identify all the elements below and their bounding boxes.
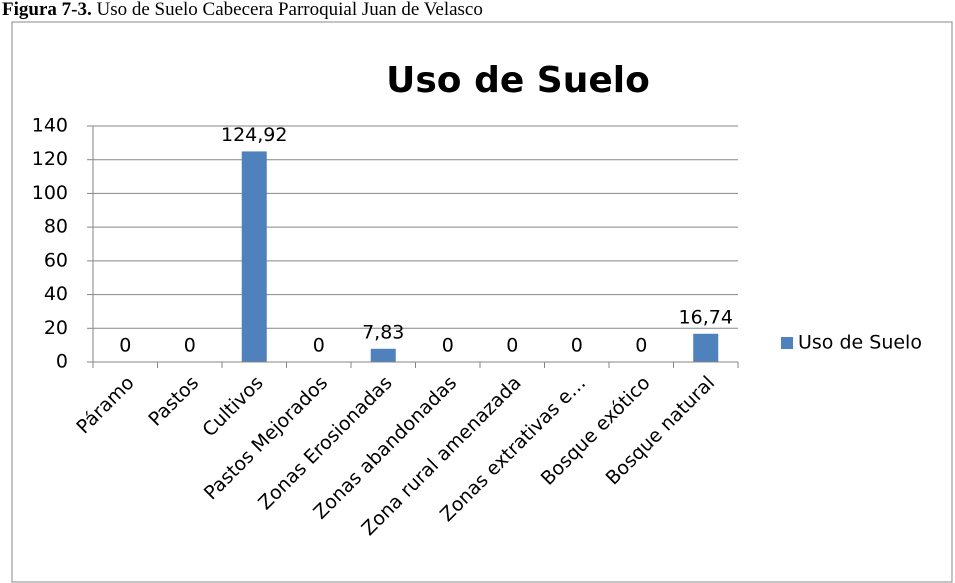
y-tick-label: 140 [32, 115, 68, 137]
x-tick-label: Pastos [144, 372, 203, 431]
y-tick-label: 40 [44, 283, 68, 305]
chart-frame [11, 21, 953, 583]
data-label: 7,83 [362, 321, 404, 343]
data-label: 0 [313, 335, 325, 357]
y-tick-label: 120 [32, 148, 68, 170]
bar [370, 348, 396, 362]
data-label: 0 [184, 335, 196, 357]
data-label: 0 [506, 335, 518, 357]
data-label: 0 [635, 335, 647, 357]
data-label: 16,74 [679, 306, 733, 328]
legend-label: Uso de Suelo [798, 332, 922, 354]
caption-label: Figura 7-3. [2, 0, 92, 20]
data-label: 0 [119, 335, 131, 357]
caption: Figura 7-3. Uso de Suelo Cabecera Parroq… [2, 0, 483, 20]
x-tick-label: Bosque exótico [537, 372, 655, 490]
chart-title: Uso de Suelo [386, 60, 650, 101]
y-tick-label: 60 [44, 249, 68, 271]
x-tick-label: Páramo [72, 372, 138, 438]
x-tick-label: Bosque natural [602, 372, 720, 490]
data-label: 124,92 [221, 124, 287, 146]
y-tick-label: 20 [44, 317, 68, 339]
bar [693, 333, 719, 362]
data-label: 0 [571, 335, 583, 357]
bar [241, 151, 267, 362]
y-tick-label: 80 [44, 216, 68, 238]
data-label: 0 [442, 335, 454, 357]
caption-text: Uso de Suelo Cabecera Parroquial Juan de… [96, 0, 482, 20]
x-tick-label: Pastos Mejorados [200, 372, 332, 504]
y-tick-label: 100 [32, 182, 68, 204]
y-tick-label: 0 [56, 351, 68, 373]
legend-swatch [781, 337, 793, 349]
